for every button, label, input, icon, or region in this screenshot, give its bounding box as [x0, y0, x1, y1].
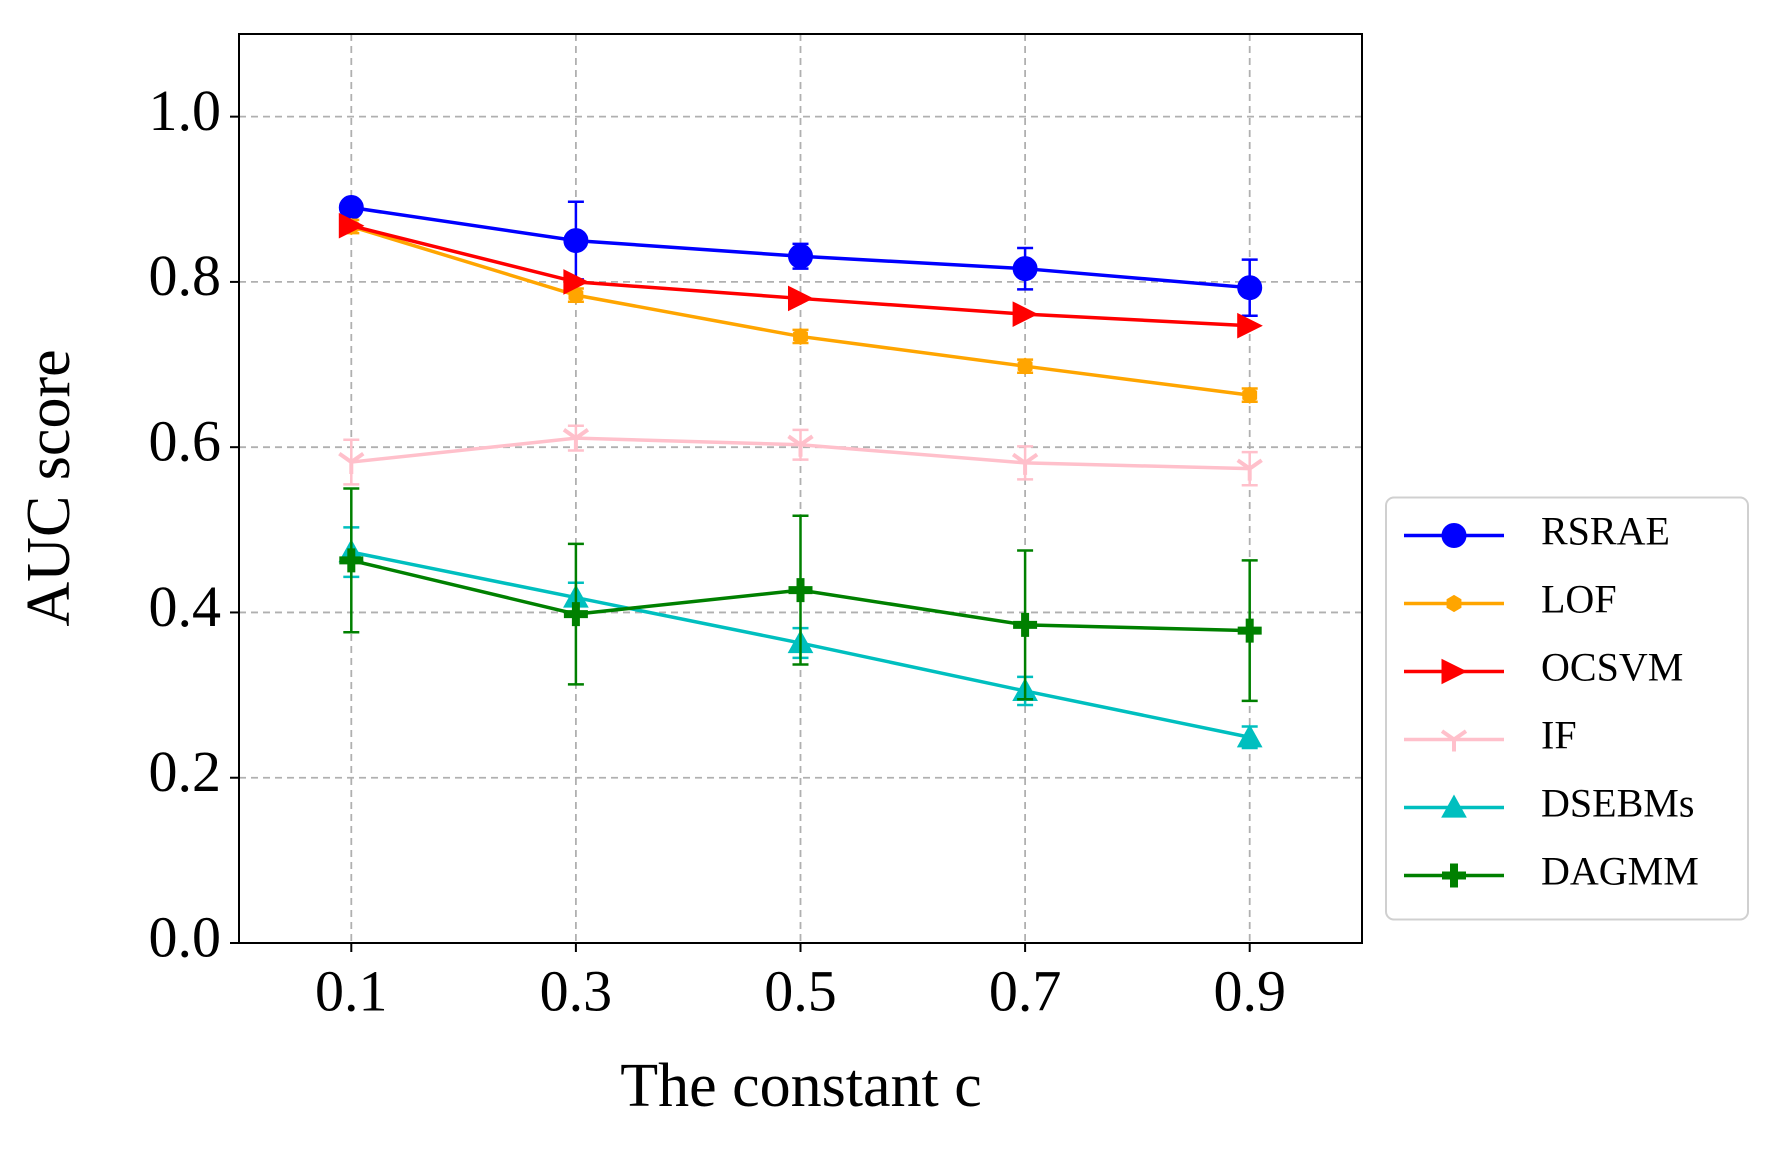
series — [339, 487, 1262, 703]
y-tick-label: 1.0 — [149, 78, 222, 143]
legend-label: OCSVM — [1541, 645, 1683, 690]
series — [338, 212, 1263, 339]
y-tick-label: 0.2 — [149, 739, 222, 804]
x-tick-label: 0.5 — [764, 958, 837, 1023]
marker — [788, 243, 813, 269]
marker — [338, 212, 365, 239]
marker — [1236, 458, 1263, 481]
y-tick-label: 0.6 — [149, 408, 222, 473]
marker — [1446, 594, 1462, 613]
y-tick-label: 0.0 — [149, 904, 222, 969]
marker — [1013, 612, 1038, 637]
y-tick-label: 0.8 — [149, 243, 222, 308]
marker — [563, 228, 589, 254]
y-axis-label: AUC score — [15, 349, 83, 626]
series — [338, 424, 1263, 487]
marker — [788, 578, 813, 603]
legend-label: RSRAE — [1541, 509, 1670, 554]
marker — [1242, 386, 1258, 404]
marker — [788, 285, 814, 312]
plot-frame — [238, 33, 1363, 944]
marker — [1441, 794, 1467, 818]
x-tick-label: 0.9 — [1213, 958, 1286, 1023]
marker — [1017, 357, 1033, 375]
marker — [1012, 256, 1038, 282]
x-tick-label: 0.7 — [989, 958, 1062, 1023]
marker — [563, 602, 588, 627]
series — [338, 195, 1263, 318]
marker — [562, 428, 590, 451]
marker — [1012, 301, 1039, 327]
marker — [1236, 724, 1263, 748]
marker — [1237, 275, 1263, 301]
marker — [338, 452, 365, 475]
legend-label: DAGMM — [1541, 849, 1699, 894]
legend: RSRAE LOF OCSVM IF DSEBMs DAGMM — [1385, 496, 1749, 921]
legend-label: DSEBMs — [1541, 781, 1694, 826]
marker — [1237, 618, 1262, 643]
x-tick-label: 0.1 — [315, 958, 388, 1023]
x-axis-label: The constant c — [620, 1052, 982, 1120]
marker — [787, 434, 814, 457]
marker — [1442, 863, 1466, 888]
marker — [563, 269, 590, 295]
marker — [339, 548, 364, 573]
marker — [1440, 729, 1468, 752]
legend-label: LOF — [1541, 577, 1617, 622]
marker — [1441, 523, 1467, 548]
legend-label: IF — [1541, 713, 1577, 758]
marker — [1011, 452, 1039, 475]
marker — [1237, 312, 1263, 339]
marker — [793, 327, 808, 346]
marker — [1441, 658, 1468, 685]
x-tick-label: 0.3 — [540, 958, 613, 1023]
y-tick-label: 0.4 — [149, 574, 222, 639]
